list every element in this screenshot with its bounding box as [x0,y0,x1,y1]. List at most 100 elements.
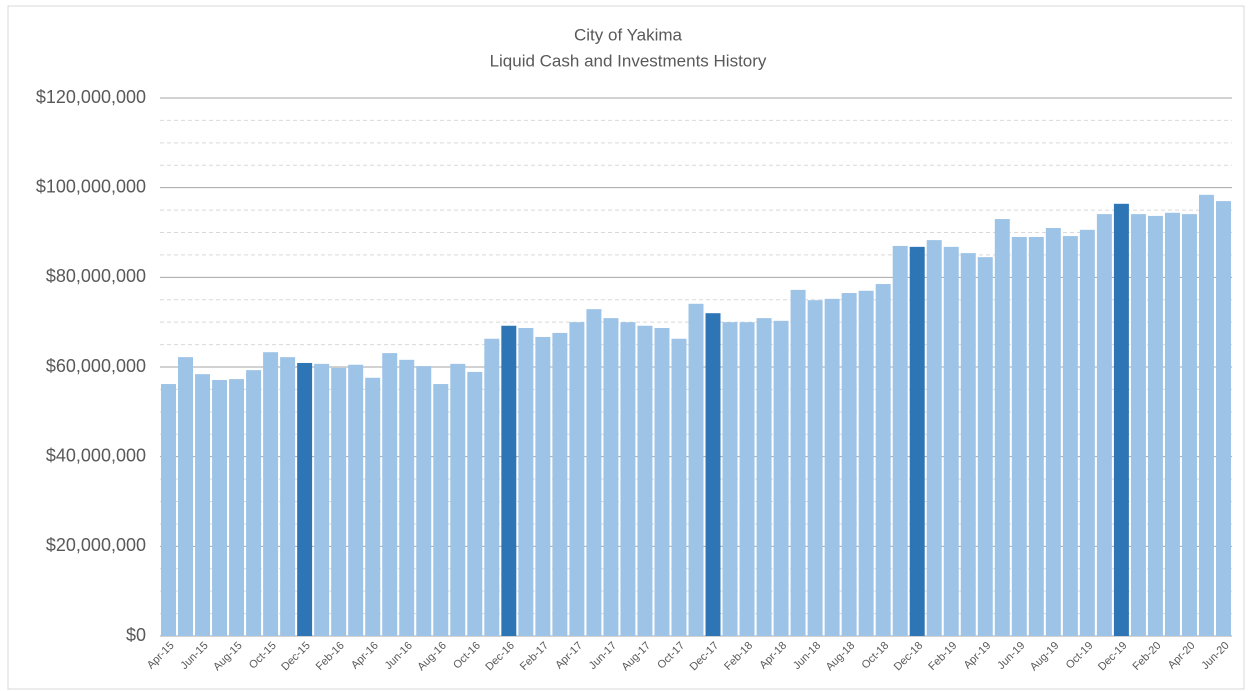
bar [518,327,534,636]
bar [1011,236,1027,636]
bar [484,338,500,636]
bar [416,366,432,636]
bar [501,325,517,636]
x-tick-label: Apr-19 [962,640,994,672]
bar [195,374,211,636]
x-tick-label: Jun-15 [178,640,210,672]
bar [1096,214,1112,636]
bar [671,338,687,636]
bar [705,313,721,636]
bar [994,219,1010,637]
y-tick-label: $40,000,000 [46,445,146,465]
x-tick-label: Jun-19 [995,640,1027,672]
x-tick-label: Aug-18 [824,640,858,674]
bar [807,300,823,636]
bar [348,364,364,636]
x-tick-label: Feb-17 [518,640,551,673]
bar [212,380,228,636]
x-tick-label: Jun-16 [383,640,415,672]
bar [586,309,602,636]
bar [246,370,262,636]
bar [433,384,449,636]
x-tick-label: Apr-18 [757,640,789,672]
y-tick-label: $100,000,000 [36,176,146,196]
bar [1113,203,1129,636]
bar [756,318,772,636]
bar [637,325,653,636]
y-tick-label: $20,000,000 [46,535,146,555]
bar [722,322,738,636]
x-tick-label: Dec-18 [892,640,926,674]
bar [1216,201,1231,636]
bar [552,332,568,636]
bar [263,352,279,636]
y-tick-label: $80,000,000 [46,266,146,286]
bar [943,246,959,636]
bar [773,320,789,636]
x-tick-label: Apr-15 [145,640,177,672]
bar [892,245,908,636]
bar [824,298,840,636]
x-tick-label: Oct-17 [655,640,687,672]
bar [229,379,245,636]
bar [1079,229,1095,636]
bar [960,253,976,636]
bar [790,289,806,636]
x-tick-label: Jun-18 [791,640,823,672]
x-tick-label: Feb-18 [722,640,755,673]
bar [620,322,636,636]
bar [977,257,993,636]
x-tick-label: Aug-17 [620,640,654,674]
x-tick-label: Oct-15 [247,640,279,672]
bar [314,363,330,636]
x-tick-label: Feb-16 [314,640,347,673]
x-tick-label: Dec-16 [483,640,517,674]
bar [1181,214,1197,636]
bar [739,322,755,636]
y-tick-label: $120,000,000 [36,87,146,107]
bar [467,371,483,636]
x-tick-label: Oct-16 [451,640,483,672]
y-tick-label: $60,000,000 [46,356,146,376]
bar [1164,212,1180,637]
bar [1028,236,1044,636]
bar [603,318,619,636]
bar [280,357,296,636]
bar [1147,215,1163,636]
bar [331,367,347,636]
chart-border [7,5,1245,690]
x-tick-label: Apr-16 [349,640,381,672]
bar [1130,214,1146,636]
bar [875,284,891,636]
x-tick-label: Jun-17 [587,640,619,672]
x-tick-label: Oct-19 [1064,640,1096,672]
bar [450,363,466,636]
chart-subtitle: Liquid Cash and Investments History [490,51,767,70]
x-tick-label: Oct-18 [860,640,892,672]
x-tick-label: Dec-17 [688,640,722,674]
bar [858,290,874,636]
bar [1045,228,1061,636]
bar [178,357,194,636]
x-tick-label: Jun-20 [1199,640,1231,672]
bar [569,322,585,636]
x-tick-label: Feb-19 [926,640,959,673]
bar [1062,236,1078,636]
x-tick-label: Apr-20 [1166,640,1198,672]
x-tick-label: Dec-19 [1096,640,1130,674]
x-tick-label: Apr-17 [553,640,585,672]
bar [926,240,942,636]
x-tick-label: Aug-15 [211,640,245,674]
x-tick-label: Dec-15 [279,640,313,674]
chart-title: City of Yakima [574,25,683,44]
bar [161,384,176,636]
bar [297,362,313,636]
x-tick-label: Aug-19 [1028,640,1062,674]
y-tick-label: $0 [126,625,146,645]
bar [365,377,381,636]
bar [841,293,857,636]
bar [688,303,704,636]
x-tick-label: Feb-20 [1130,640,1163,673]
bar [535,336,551,636]
